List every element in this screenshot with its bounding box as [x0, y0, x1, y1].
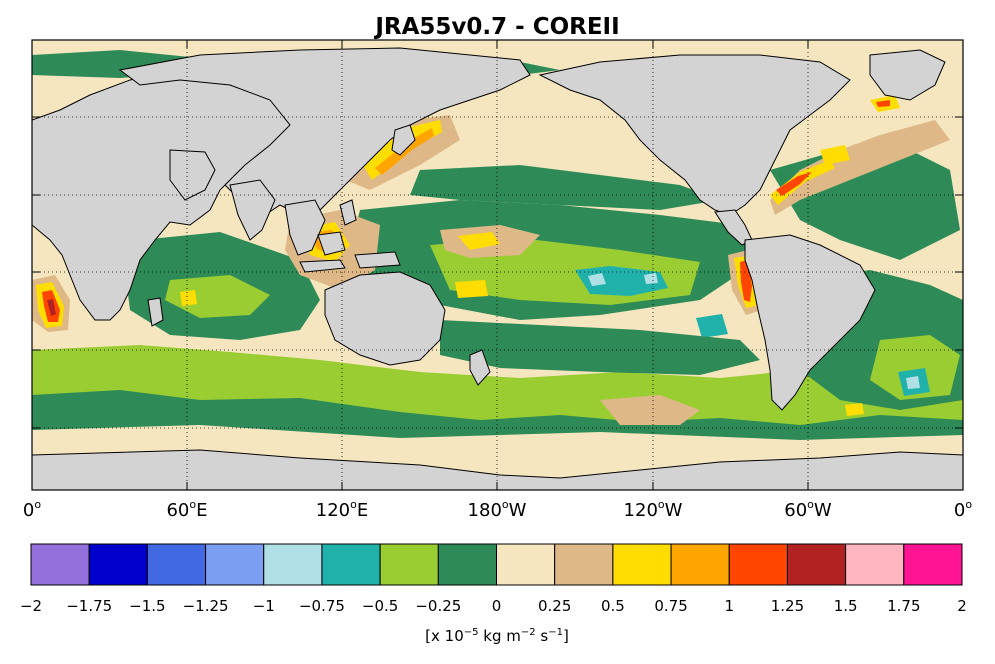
madagascar [147, 297, 164, 327]
pacific-lightblue-2 [644, 273, 658, 284]
colorbar-swatch [728, 543, 788, 586]
colorbar-swatch [437, 543, 497, 586]
gulf-stream-yellow [770, 160, 835, 205]
pacific-teal-1 [575, 266, 668, 296]
map-grid [32, 40, 963, 490]
x-tick-label: 120oW [624, 498, 683, 521]
colorbar-tick-label: −1.75 [66, 597, 112, 615]
new-guinea [354, 251, 401, 269]
colorbar-tick-label: −1.25 [183, 597, 229, 615]
colorbar-tick-label: 1.25 [771, 597, 804, 615]
colorbar-swatch [612, 543, 672, 586]
y-ticks [32, 116, 963, 429]
colorbar-swatch [554, 543, 614, 586]
colorbar-swatch [30, 543, 90, 586]
greenland [869, 49, 946, 101]
south-atlantic-light [870, 335, 960, 400]
colorbar [30, 543, 963, 586]
x-tick-label: 120oE [316, 498, 368, 521]
north-pacific-green [410, 165, 720, 210]
south-pacific-tan [600, 395, 700, 425]
indian-yellow [180, 290, 197, 306]
subtropical-yellow [455, 280, 488, 298]
japan [391, 124, 416, 156]
south-atlantic-lightblue [906, 376, 920, 389]
south-pacific-green [440, 320, 760, 375]
map-panel [31, 39, 964, 491]
colorbar-swatch [379, 543, 439, 586]
benguela-darkred [47, 299, 56, 316]
indonesia-1 [299, 259, 346, 273]
colorbar-tick-label: 0 [492, 597, 502, 615]
colorbar-tick-label: 1.5 [834, 597, 858, 615]
colorbar-tick-label: −1.5 [129, 597, 165, 615]
pacific-teal-2 [696, 314, 728, 338]
philippines [339, 199, 357, 226]
india [229, 179, 276, 241]
colorbar-swatch [786, 543, 847, 586]
antarctica [32, 449, 963, 490]
colorbar-swatch [146, 543, 207, 586]
colorbar-tick-label: 2 [957, 597, 967, 615]
borneo [317, 231, 346, 256]
anomaly-field [32, 50, 963, 462]
colorbar-tick-label: −0.5 [362, 597, 398, 615]
x-tick-label: 0o [954, 498, 972, 521]
colorbar-tick-label: 1.75 [887, 597, 920, 615]
pacific-lightblue-1 [588, 273, 606, 286]
colorbar-swatch [88, 543, 148, 586]
colorbar-tick-label: 0.75 [654, 597, 687, 615]
indian-ocean-inner [165, 275, 270, 318]
south-america [744, 234, 876, 411]
north-america [538, 54, 851, 216]
colorbar-swatch [263, 543, 323, 586]
colorbar-swatch [205, 543, 265, 586]
colorbar-swatch [845, 543, 905, 586]
colorbar-swatch [496, 543, 556, 586]
australia [324, 271, 446, 366]
southeast-asia [284, 199, 326, 256]
north-atlantic-red [876, 100, 890, 107]
colorbar-swatch [321, 543, 381, 586]
colorbar-tick-label: −0.25 [415, 597, 461, 615]
colorbar-units: [x 10−5 kg m−2 s−1] [425, 627, 569, 645]
x-ticks [186, 40, 809, 490]
colorbar-swatch [670, 543, 730, 586]
antarctic-edge-beige [32, 425, 963, 462]
gulf-stream-red [776, 172, 812, 196]
southwest-atlantic-yellow [845, 403, 864, 416]
colorbar-swatch [903, 543, 963, 586]
colorbar-tick-label: 0.5 [601, 597, 625, 615]
x-tick-label: 60oW [784, 498, 832, 521]
x-tick-labels: 0o 60oE 120oE 180oW 120oW 60oW 0o [23, 498, 972, 521]
colorbar-tick-label: −2 [20, 597, 42, 615]
colorbar-tick-label: −0.75 [299, 597, 345, 615]
kuroshio-orange [375, 128, 434, 175]
colorbar-tick-label: −1 [253, 597, 275, 615]
landmasses [32, 47, 963, 490]
x-tick-label: 60oE [166, 498, 207, 521]
x-tick-label: 0o [23, 498, 41, 521]
colorbar-tick-labels: −2 −1.75 −1.5 −1.25 −1 −0.75 −0.5 −0.25 0 0.25 0.5… [20, 597, 967, 615]
new-zealand [469, 349, 491, 386]
figure-title: JRA55v0.7 - COREII [375, 14, 620, 40]
gulf-stream-tan [770, 120, 950, 215]
colorbar-tick-label: 0.25 [538, 597, 571, 615]
x-tick-label: 180oW [468, 498, 527, 521]
colorbar-tick-label: 1 [724, 597, 734, 615]
central-pacific-yellow [458, 232, 500, 250]
north-atlantic-yellow-2 [820, 145, 850, 165]
arabia [169, 149, 216, 201]
